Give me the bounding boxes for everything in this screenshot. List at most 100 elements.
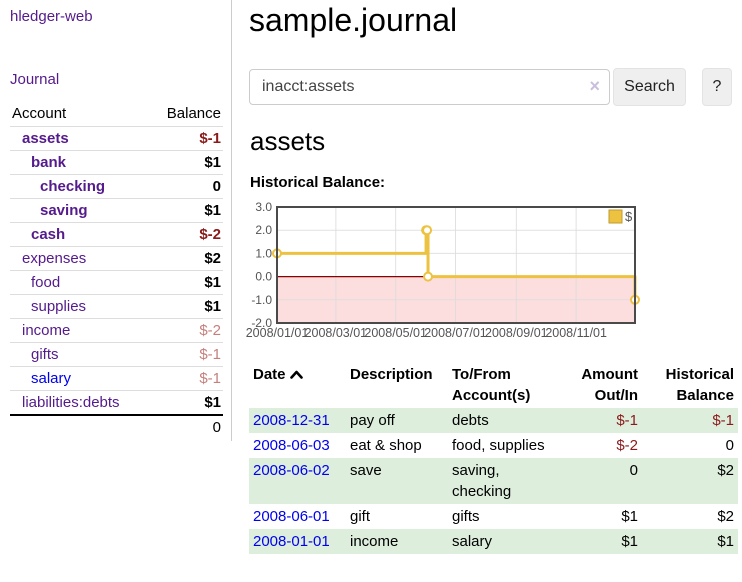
sidebar-account-link[interactable]: cash	[31, 226, 66, 243]
accounts-total-row: 0	[10, 413, 223, 439]
register-header-amount[interactable]: Amount Out/In	[581, 366, 638, 404]
sidebar-account-link[interactable]: gifts	[31, 346, 59, 363]
sidebar-account-link[interactable]: expenses	[22, 250, 87, 267]
x-tick-label: 2008/03/01	[305, 326, 368, 340]
account-cell: liabilities:debts	[10, 390, 150, 415]
register-tofrom-cell: debts	[452, 412, 489, 429]
register-description-cell: save	[350, 462, 382, 479]
account-row: supplies $1	[10, 294, 223, 319]
account-balance: $2	[149, 246, 223, 271]
account-cell: supplies	[10, 294, 150, 319]
transaction-date-link[interactable]: 2008-12-31	[253, 412, 330, 429]
account-balance: 0	[149, 174, 223, 199]
y-tick-label: 1.0	[255, 246, 272, 260]
sidebar-account-link[interactable]: checking	[40, 178, 106, 195]
account-row: saving $1	[10, 198, 223, 223]
transaction-date-link[interactable]: 2008-06-03	[253, 437, 330, 454]
x-tick-label: 2008/09/01	[485, 326, 548, 340]
account-row: liabilities:debts $1	[10, 390, 223, 415]
register-balance-cell: $2	[717, 462, 734, 479]
register-table: Date Description To/From Account(s) Amou…	[249, 362, 738, 554]
page-title: sample.journal	[249, 2, 458, 38]
account-row: assets $-1	[10, 126, 223, 151]
sidebar-account-link[interactable]: supplies	[31, 298, 87, 315]
account-row: income $-2	[10, 318, 223, 343]
register-date-cell: 2008-06-01	[249, 504, 346, 529]
x-tick-label: 2008/01/01	[246, 326, 309, 340]
legend-swatch	[608, 209, 623, 224]
account-cell: income	[10, 318, 150, 343]
sidebar-account-link[interactable]: saving	[40, 202, 88, 219]
register-amount-cell: $1	[621, 508, 638, 525]
register-amount-cell: $1	[621, 533, 638, 550]
account-row: bank $1	[10, 150, 223, 175]
transaction-date-link[interactable]: 2008-01-01	[253, 533, 330, 550]
x-tick-label: 2008/07/01	[424, 326, 487, 340]
account-heading: assets	[250, 126, 326, 156]
account-cell: cash	[10, 222, 150, 247]
account-cell: gifts	[10, 342, 150, 367]
sidebar: hledger-web Journal Account Balance asse…	[0, 0, 232, 441]
account-balance: $-1	[149, 342, 223, 367]
register-row: 2008-12-31 pay off debts $-1 $-1	[249, 408, 738, 433]
transaction-date-link[interactable]: 2008-06-02	[253, 462, 330, 479]
account-balance: $-1	[149, 126, 223, 151]
x-tick-label: 2008/05/01	[364, 326, 427, 340]
register-amount-cell: 0	[629, 462, 638, 479]
register-header-balance[interactable]: Historical Balance	[665, 366, 734, 404]
journal-link[interactable]: Journal	[10, 71, 60, 88]
register-header-date[interactable]: Date	[249, 362, 346, 408]
accounts-header-row: Account Balance	[10, 102, 223, 127]
register-description-cell: eat & shop	[350, 437, 422, 454]
chart-title: Historical Balance:	[250, 174, 386, 191]
register-balance-cell: 0	[725, 437, 734, 454]
account-row: salary $-1	[10, 366, 223, 391]
legend-label: $	[625, 209, 633, 224]
account-balance: $1	[149, 294, 223, 319]
data-point[interactable]	[423, 271, 434, 282]
register-header-tofrom[interactable]: To/From Account(s)	[452, 366, 531, 404]
historical-balance-chart: $3.0 2.0 1.0 0.0 -1.0 -2.02008/01/012008/03/0…	[246, 200, 640, 340]
account-row: gifts $-1	[10, 342, 223, 367]
account-cell: bank	[10, 150, 150, 175]
transaction-date-link[interactable]: 2008-06-01	[253, 508, 330, 525]
sidebar-account-link[interactable]: bank	[31, 154, 67, 171]
main-panel: sample.journal × Search ? assets Histori…	[246, 0, 738, 582]
y-tick-label: -1.0	[251, 293, 272, 307]
search-form: × Search ?	[249, 68, 738, 106]
register-tofrom-cell: salary	[452, 533, 493, 550]
register-tofrom-cell: gifts	[452, 508, 480, 525]
sort-asc-icon	[289, 364, 303, 385]
accounts-header-balance: Balance	[166, 105, 221, 122]
sidebar-account-link[interactable]: income	[22, 322, 71, 339]
account-cell: food	[10, 270, 150, 295]
account-row: food $1	[10, 270, 223, 295]
clear-search-icon[interactable]: ×	[589, 76, 600, 96]
accounts-total-value: 0	[149, 413, 223, 439]
accounts-header-account: Account	[12, 105, 67, 122]
account-row: expenses $2	[10, 246, 223, 271]
brand-link[interactable]: hledger-web	[10, 8, 93, 25]
search-button[interactable]: Search	[613, 68, 686, 106]
account-balance: $1	[149, 198, 223, 223]
sidebar-account-link[interactable]: food	[31, 274, 61, 291]
account-balance: $1	[149, 270, 223, 295]
help-button[interactable]: ?	[702, 68, 732, 106]
register-description-cell: gift	[350, 508, 371, 525]
register-balance-cell: $-1	[712, 412, 734, 429]
register-header-description[interactable]: Description	[350, 366, 433, 383]
sidebar-account-link[interactable]: assets	[22, 130, 69, 147]
register-row: 2008-06-02 save saving, checking 0 $2	[249, 458, 738, 504]
sidebar-account-link[interactable]: liabilities:debts	[22, 393, 120, 411]
x-tick-label: 2008/11/01	[545, 326, 607, 340]
data-point[interactable]	[422, 225, 433, 236]
register-description-cell: pay off	[350, 412, 395, 429]
register-amount-cell: $-2	[616, 437, 638, 454]
search-input[interactable]	[249, 69, 610, 105]
account-cell: checking	[10, 174, 150, 199]
account-balance: $-2	[149, 222, 223, 247]
register-balance-cell: $2	[717, 508, 734, 525]
sidebar-account-link[interactable]: salary	[31, 370, 72, 387]
y-tick-label: -2.0	[251, 316, 272, 330]
account-cell: salary	[10, 366, 150, 391]
